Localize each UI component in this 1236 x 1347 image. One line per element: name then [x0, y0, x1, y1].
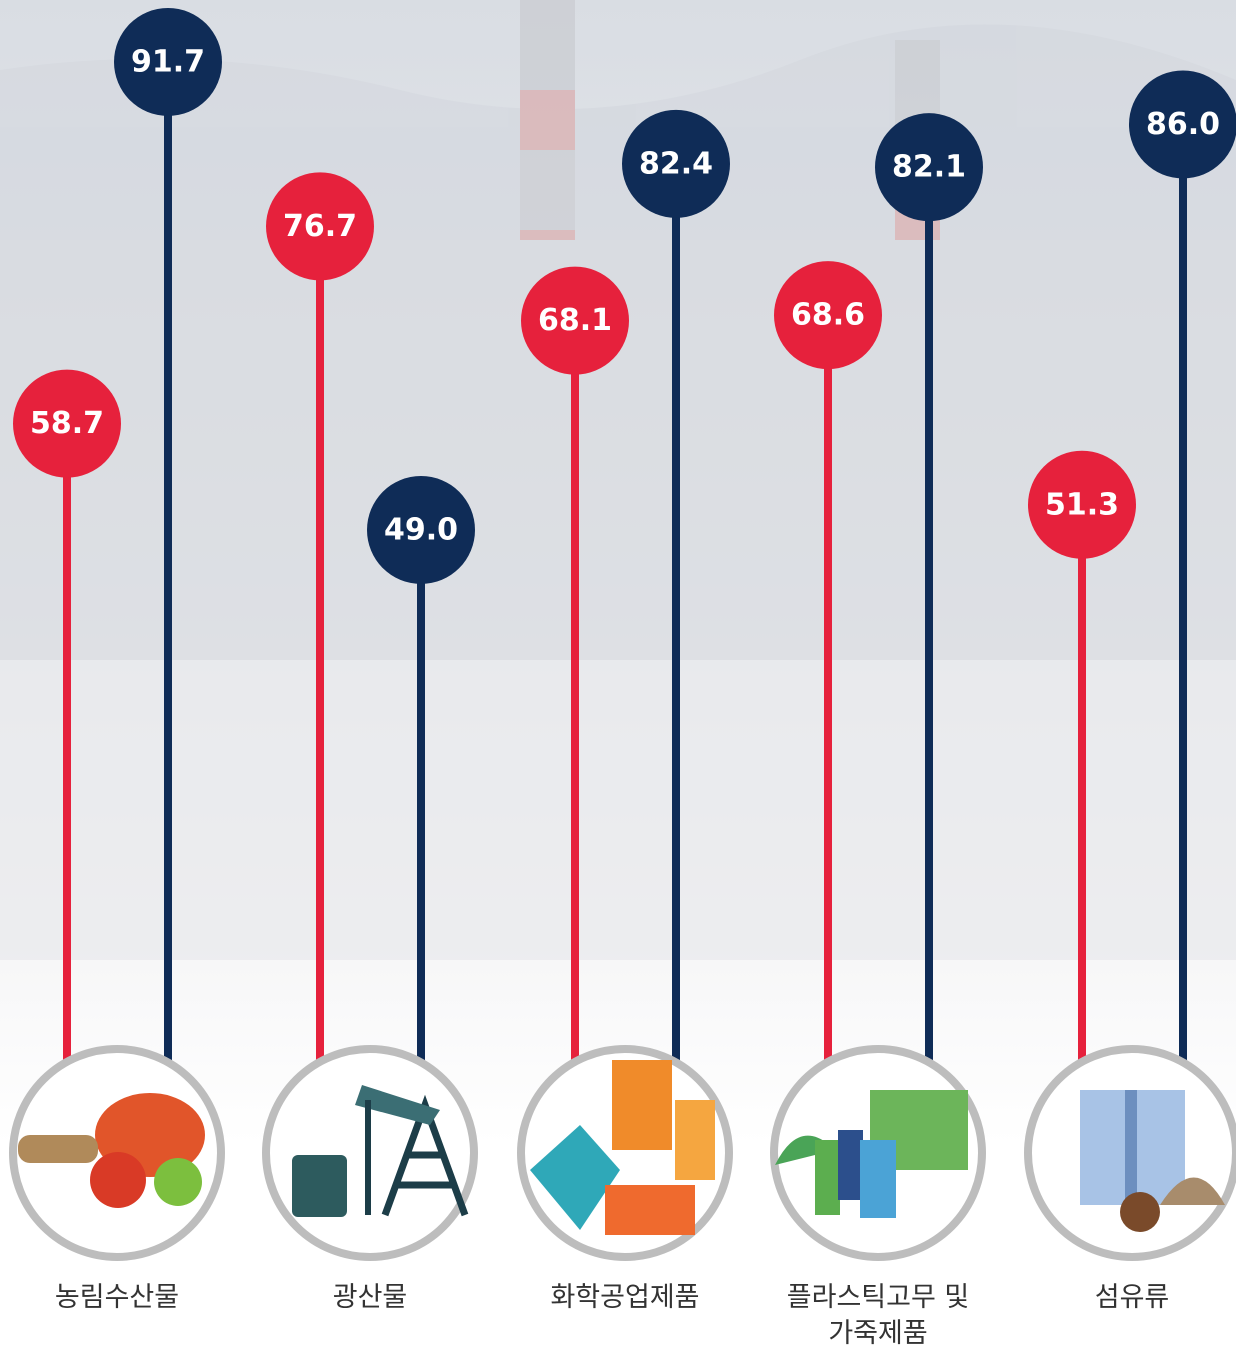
- value-label: 51.3: [1045, 487, 1119, 522]
- icon-chemical: [517, 1045, 733, 1261]
- dot: [13, 369, 121, 478]
- value-label: 86.0: [1146, 107, 1220, 142]
- value-label: 49.0: [384, 512, 458, 547]
- category-icons: [9, 1045, 1236, 1261]
- value-label: 68.1: [538, 303, 612, 338]
- icon-mining: [262, 1045, 478, 1261]
- dot: [1129, 70, 1236, 179]
- category-label: 광산물: [332, 1282, 408, 1313]
- dot: [875, 113, 983, 222]
- dot: [1028, 450, 1136, 559]
- value-label: 68.6: [791, 298, 865, 333]
- category-label: 섬유류: [1094, 1282, 1170, 1313]
- value-label: 82.1: [892, 150, 966, 185]
- value-label: 76.7: [283, 209, 357, 244]
- icon-agri: [9, 1045, 225, 1261]
- value-label: 82.4: [639, 146, 713, 181]
- dot: [114, 7, 222, 116]
- value-label: 58.7: [30, 406, 104, 441]
- dot: [774, 261, 882, 370]
- icon-textile: [1024, 1045, 1236, 1261]
- dot: [266, 172, 374, 281]
- dot: [521, 266, 629, 375]
- icon-plastic: [770, 1045, 986, 1261]
- category-label: 농림수산물: [54, 1282, 180, 1313]
- category-label: 화학공업제품: [550, 1282, 700, 1313]
- dot: [367, 475, 475, 584]
- category-label: 플라스틱고무 및 가죽제품: [786, 1282, 970, 1347]
- value-label: 91.7: [131, 44, 205, 79]
- dot: [622, 109, 730, 218]
